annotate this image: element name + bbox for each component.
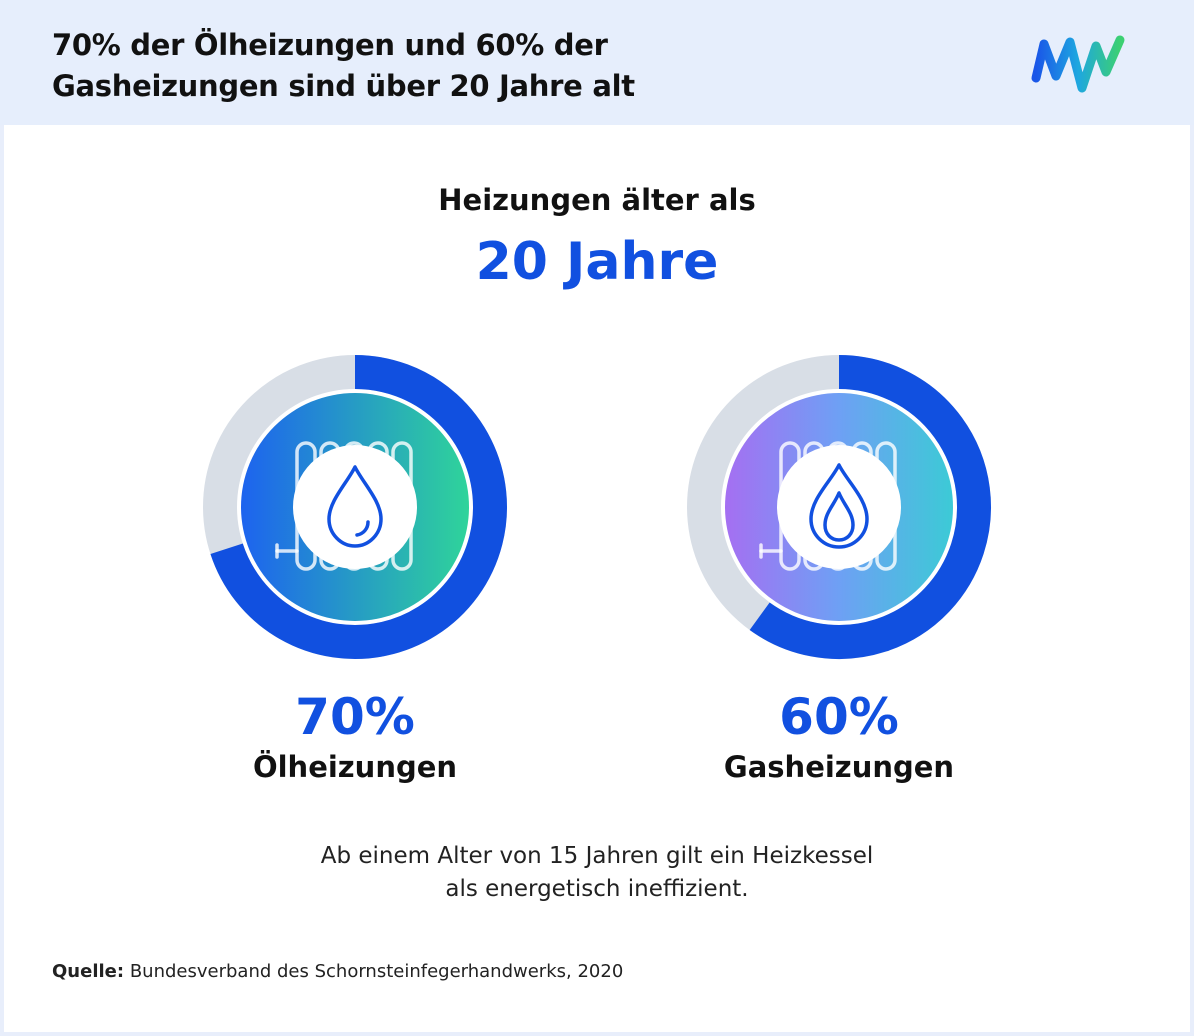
page-title: 70% der Ölheizungen und 60% der Gasheizu… bbox=[52, 25, 752, 107]
source-text: Bundesverband des Schornsteinfegerhandwe… bbox=[129, 961, 624, 982]
footnote-line-1: Ab einem Alter von 15 Jahren gilt ein He… bbox=[320, 843, 874, 869]
mvv-logo-icon bbox=[1031, 35, 1125, 93]
oil-drop-icon bbox=[327, 465, 383, 548]
gas-percentage: 60% bbox=[779, 688, 899, 746]
icon-badge bbox=[293, 445, 417, 569]
page-title-line-1: 70% der Ölheizungen und 60% der bbox=[52, 28, 608, 62]
oil-label: Ölheizungen bbox=[252, 750, 458, 784]
chart-subtitle: Heizungen älter als bbox=[438, 183, 756, 217]
footnote: Ab einem Alter von 15 Jahren gilt ein He… bbox=[0, 840, 1194, 906]
source-label: Quelle: bbox=[52, 961, 125, 982]
donut-gas bbox=[687, 355, 991, 659]
icon-badge bbox=[777, 445, 901, 569]
page-title-line-2: Gasheizungen sind über 20 Jahre alt bbox=[52, 69, 635, 103]
oil-percentage: 70% bbox=[295, 688, 415, 746]
donut-gas-value-arc bbox=[749, 355, 991, 659]
donut-oil bbox=[203, 355, 507, 659]
gas-label: Gasheizungen bbox=[723, 750, 955, 784]
header-bar: 70% der Ölheizungen und 60% der Gasheizu… bbox=[0, 0, 1194, 125]
chart-headline: 20 Jahre bbox=[475, 232, 719, 292]
gas-flame-icon bbox=[809, 463, 869, 549]
donut-oil-value-arc bbox=[210, 355, 507, 659]
footnote-line-2: als energetisch ineffizient. bbox=[445, 876, 749, 902]
source-line: Quelle: Bundesverband des Schornsteinfeg… bbox=[52, 961, 952, 982]
